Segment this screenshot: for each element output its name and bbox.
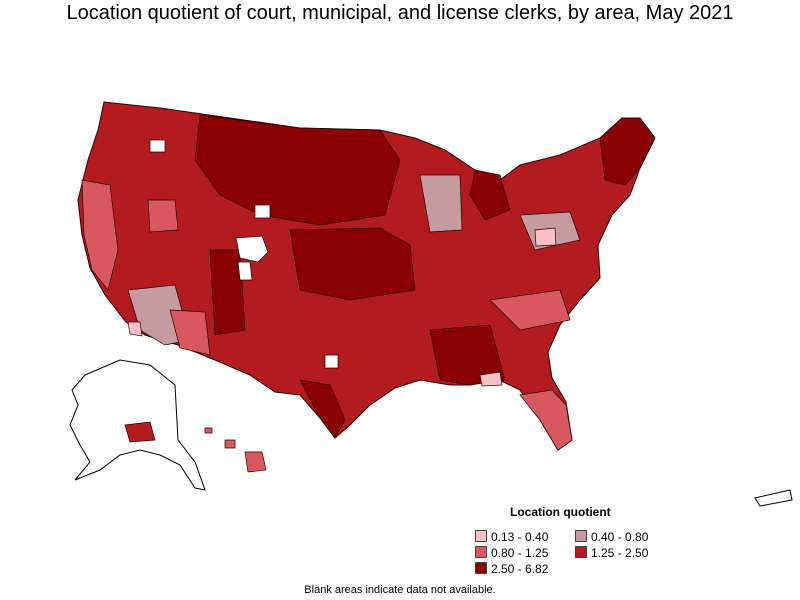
region-arizona-south [169,309,211,356]
region-idaho-pink [147,199,179,233]
legend-swatch [575,530,587,542]
region-san-diego [127,321,143,337]
map-title: Location quotient of court, municipal, a… [66,2,734,24]
legend-swatch [475,562,487,574]
legend-label: 0.13 - 0.40 [491,530,549,544]
legend-swatch [475,546,487,558]
region-west-texas [299,379,346,439]
hawaii [204,427,267,473]
region-maine-northeast [599,117,656,186]
legend-item: 0.80 - 1.25 [475,546,548,560]
legend-label: 2.50 - 6.82 [491,562,549,576]
region-virginia-light [534,227,557,247]
region-michigan [469,169,511,221]
footnote: Blank areas indicate data not available. [304,584,496,596]
region-gulf-pink [479,371,503,387]
blank-area-colorado [235,235,269,263]
region-california-coast [81,179,119,291]
blank-area-nevada-north [149,139,166,153]
region-wisconsin-chicago [419,174,463,233]
legend-label: 1.25 - 2.50 [591,546,649,560]
legend-label: 0.80 - 1.25 [491,546,549,560]
legend-label: 0.40 - 0.80 [591,530,649,544]
legend-swatch [575,546,587,558]
region-tennessee-carolinas [489,289,571,331]
legend-title: Location quotient [510,505,611,519]
region-new-mexico-west [209,249,246,336]
legend-item: 0.13 - 0.40 [475,530,548,544]
blank-area-new-mexico [237,261,253,281]
blank-area-texas-west [324,354,339,369]
region-florida [519,389,573,451]
legend-item: 1.25 - 2.50 [575,546,648,560]
islands [754,489,793,507]
region-kansas-nebraska [289,227,416,301]
legend-swatch [475,530,487,542]
legend-item: 2.50 - 6.82 [475,562,548,576]
blank-area-wyoming [254,204,271,219]
alaska-shaded-area [124,421,156,443]
region-northern-plains [194,114,401,226]
legend-item: 0.40 - 0.80 [575,530,648,544]
